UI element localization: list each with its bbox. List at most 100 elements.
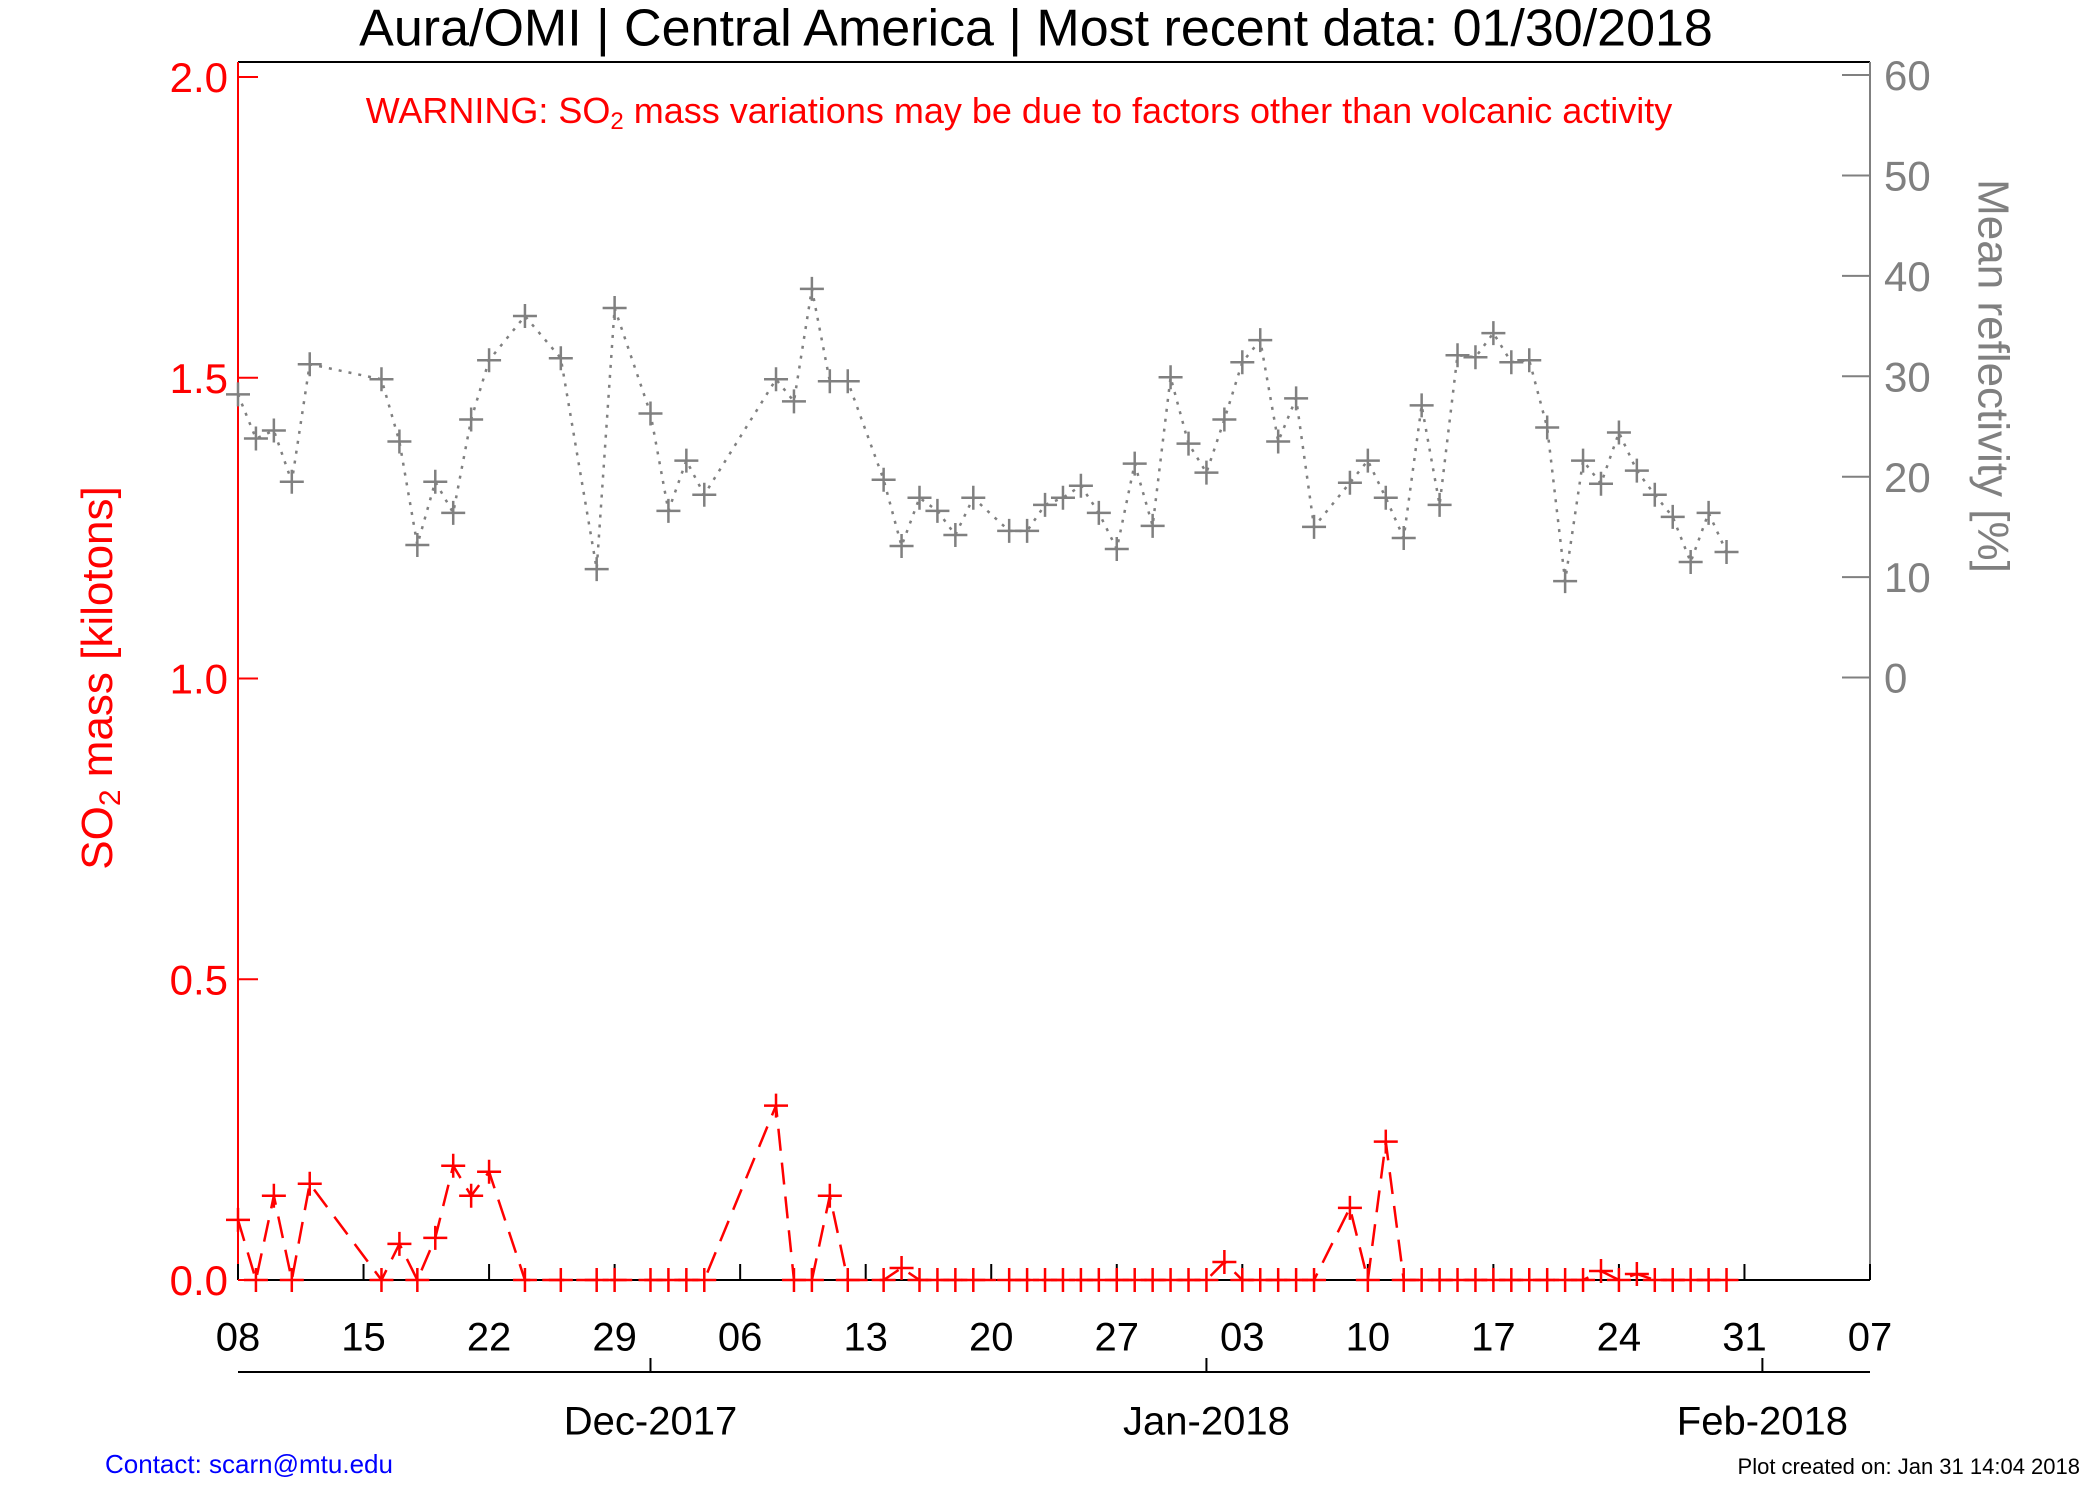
point-marker <box>1337 470 1362 495</box>
point-marker <box>512 304 537 329</box>
y2-tick-label: 0 <box>1884 655 1907 702</box>
y2-tick-label: 60 <box>1884 52 1931 99</box>
point-marker <box>1050 485 1075 510</box>
point-marker <box>512 1268 537 1292</box>
point-marker <box>1266 429 1291 454</box>
month-tick-label: Jan-2018 <box>1123 1400 1290 1444</box>
point-marker <box>1696 500 1721 525</box>
y2-axis-label: Mean reflectivity [%] <box>1968 179 2017 573</box>
point-marker <box>1571 1268 1596 1292</box>
point-marker <box>441 1153 466 1178</box>
point-marker <box>1212 407 1237 432</box>
annotation-subscript: 2 <box>610 108 623 135</box>
point-marker <box>674 448 699 473</box>
x-tick-label: 24 <box>1597 1316 1642 1360</box>
point-marker <box>1463 345 1488 370</box>
point-marker <box>405 1268 430 1292</box>
y-label-subscript: 2 <box>94 789 127 806</box>
point-marker <box>423 469 448 494</box>
point-marker <box>1355 448 1380 473</box>
chart-title: Aura/OMI | Central America | Most recent… <box>359 0 1713 58</box>
point-marker <box>1714 1268 1739 1292</box>
point-marker <box>799 276 824 301</box>
point-marker <box>692 482 717 507</box>
x-tick-label: 20 <box>969 1316 1014 1360</box>
x-tick-label: 27 <box>1095 1316 1140 1360</box>
point-marker <box>1104 536 1129 561</box>
month-tick-label: Dec-2017 <box>564 1400 737 1444</box>
point-marker <box>1086 500 1111 525</box>
point-marker <box>1588 471 1613 496</box>
point-marker <box>1660 504 1685 529</box>
point-marker <box>226 1207 250 1232</box>
x-tick-label: 29 <box>592 1316 637 1360</box>
point-marker <box>1158 365 1183 390</box>
point-marker <box>1499 350 1524 375</box>
x-tick-label: 10 <box>1346 1316 1391 1360</box>
point-marker <box>1122 451 1147 476</box>
month-tick-label: Feb-2018 <box>1677 1400 1848 1444</box>
point-marker <box>1409 393 1434 418</box>
y-tick-label: 0.0 <box>170 1257 228 1304</box>
point-marker <box>1194 460 1219 485</box>
y2-tick-label: 40 <box>1884 253 1931 300</box>
point-marker <box>1373 1129 1398 1154</box>
point-marker <box>1033 492 1058 517</box>
point-marker <box>1535 415 1560 440</box>
point-marker <box>548 1268 573 1292</box>
point-marker <box>656 498 681 523</box>
x-tick-label: 17 <box>1471 1316 1516 1360</box>
point-marker <box>441 500 466 525</box>
point-marker <box>764 367 789 392</box>
x-tick-label: 15 <box>341 1316 386 1360</box>
contact-footer: Contact: scarn@mtu.edu <box>105 1449 393 1479</box>
y-tick-label: 1.0 <box>170 656 228 703</box>
point-marker <box>602 1268 627 1292</box>
point-marker <box>889 533 914 558</box>
point-marker <box>584 557 609 582</box>
point-marker <box>1481 321 1506 346</box>
point-marker <box>638 401 663 426</box>
point-marker <box>764 1093 789 1118</box>
point-marker <box>817 1183 842 1208</box>
point-marker <box>1678 550 1703 575</box>
point-marker <box>423 1225 448 1250</box>
point-marker <box>387 1231 412 1256</box>
point-marker <box>1517 348 1542 373</box>
point-marker <box>835 369 860 394</box>
point-marker <box>1230 350 1255 375</box>
y2-tick-label: 30 <box>1884 353 1931 400</box>
x-tick-label: 07 <box>1848 1316 1893 1360</box>
point-marker <box>226 382 250 407</box>
warning-annotation: WARNING: SO2 mass variations may be due … <box>366 90 1673 136</box>
point-marker <box>243 1268 268 1292</box>
point-marker <box>297 352 322 377</box>
point-marker <box>1606 420 1631 445</box>
y-tick-label: 2.0 <box>170 54 228 101</box>
point-marker <box>297 1171 322 1196</box>
point-marker <box>1302 1268 1327 1292</box>
point-marker <box>1337 1195 1362 1220</box>
y2-tick-label: 20 <box>1884 454 1931 501</box>
y-tick-label: 0.5 <box>170 956 228 1003</box>
y-tick-label: 1.5 <box>170 355 228 402</box>
point-marker <box>477 348 502 373</box>
point-marker <box>961 485 986 510</box>
point-marker <box>1606 1268 1631 1292</box>
point-marker <box>387 429 412 454</box>
point-marker <box>279 1268 304 1292</box>
point-marker <box>243 426 268 451</box>
point-marker <box>548 346 573 371</box>
point-marker <box>1068 473 1093 498</box>
x-tick-label: 13 <box>843 1316 888 1360</box>
point-marker <box>1624 1261 1649 1286</box>
point-marker <box>1302 514 1327 539</box>
y2-tick-label: 10 <box>1884 554 1931 601</box>
point-marker <box>1427 492 1452 517</box>
annotation-text: mass variations may be due to factors ot… <box>624 90 1672 131</box>
point-marker <box>799 1268 824 1292</box>
point-marker <box>1373 485 1398 510</box>
point-marker <box>961 1268 986 1292</box>
x-tick-label: 03 <box>1220 1316 1265 1360</box>
